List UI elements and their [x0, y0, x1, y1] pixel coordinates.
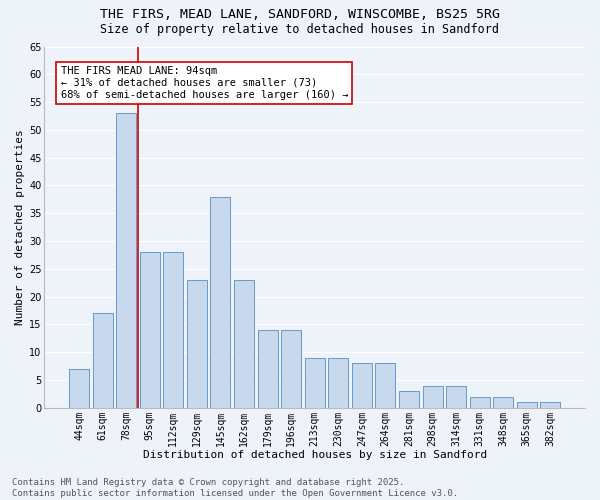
Bar	[352, 364, 372, 408]
Bar	[234, 280, 254, 408]
Bar	[422, 386, 443, 408]
Bar	[281, 330, 301, 408]
Text: Contains HM Land Registry data © Crown copyright and database right 2025.
Contai: Contains HM Land Registry data © Crown c…	[12, 478, 458, 498]
Bar	[541, 402, 560, 408]
Bar	[211, 196, 230, 408]
Text: THE FIRS, MEAD LANE, SANDFORD, WINSCOMBE, BS25 5RG: THE FIRS, MEAD LANE, SANDFORD, WINSCOMBE…	[100, 8, 500, 20]
Bar	[446, 386, 466, 408]
Bar	[305, 358, 325, 408]
Bar	[328, 358, 349, 408]
Bar	[140, 252, 160, 408]
Bar	[163, 252, 184, 408]
Bar	[376, 364, 395, 408]
Bar	[92, 314, 113, 408]
Bar	[69, 369, 89, 408]
X-axis label: Distribution of detached houses by size in Sandford: Distribution of detached houses by size …	[143, 450, 487, 460]
Bar	[517, 402, 537, 408]
Bar	[470, 396, 490, 408]
Text: Size of property relative to detached houses in Sandford: Size of property relative to detached ho…	[101, 22, 499, 36]
Y-axis label: Number of detached properties: Number of detached properties	[15, 130, 25, 325]
Bar	[493, 396, 513, 408]
Bar	[257, 330, 278, 408]
Bar	[116, 113, 136, 408]
Bar	[399, 391, 419, 408]
Bar	[187, 280, 207, 408]
Text: THE FIRS MEAD LANE: 94sqm
← 31% of detached houses are smaller (73)
68% of semi-: THE FIRS MEAD LANE: 94sqm ← 31% of detac…	[61, 66, 348, 100]
